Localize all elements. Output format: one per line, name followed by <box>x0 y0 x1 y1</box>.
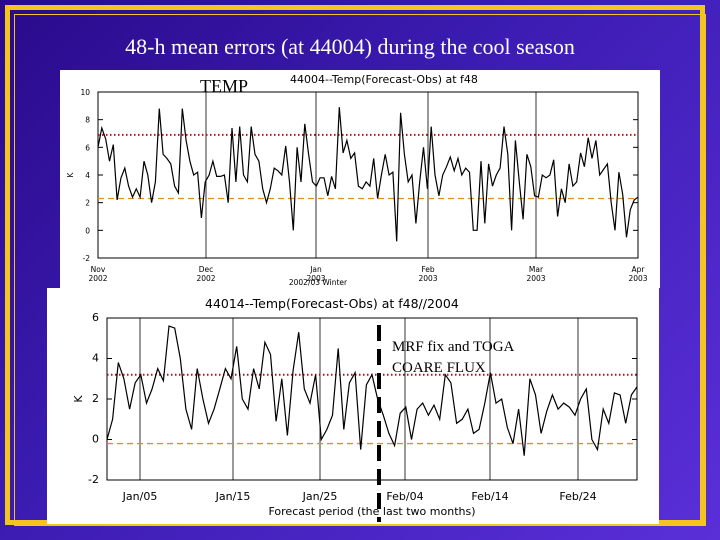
y-axis-label: K <box>66 171 75 177</box>
x-tick-label-month: Mar <box>529 265 544 274</box>
x-tick-label: Feb/24 <box>559 490 596 503</box>
x-tick-label-year: 2003 <box>418 274 437 283</box>
x-tick-label-month: Nov <box>91 265 106 274</box>
y-tick-label: 2 <box>92 392 99 405</box>
x-tick-label: Jan/25 <box>302 490 338 503</box>
x-tick-label: Jan/05 <box>122 490 158 503</box>
chart-panel-background <box>60 70 660 288</box>
y-tick-label: 6 <box>85 143 90 152</box>
chart-title: 44014--Temp(Forecast-Obs) at f48//2004 <box>205 296 459 311</box>
x-tick-label: Jan/15 <box>215 490 251 503</box>
x-tick-label-month: Feb <box>421 265 435 274</box>
annotation-text-line2: COARE FLUX <box>392 360 486 376</box>
series-line <box>106 325 638 456</box>
chart-title: 44004--Temp(Forecast-Obs) at f48 <box>290 73 478 86</box>
chart-panel-1: TEMP 44004--Temp(Forecast-Obs) at f48 -2 0 2… <box>60 70 660 288</box>
series-line <box>97 107 639 242</box>
slide-frame-inner <box>14 14 706 526</box>
y-axis-label: K <box>72 395 85 403</box>
y-tick-label: 0 <box>85 226 90 235</box>
y-tick-label: 4 <box>92 352 99 365</box>
x-axis-label: Forecast period (the last two months) <box>268 505 475 518</box>
x-tick-label: Feb/04 <box>386 490 423 503</box>
x-tick-label-month: Dec <box>199 265 214 274</box>
x-tick-label: Feb/14 <box>471 490 508 503</box>
slide-title: 48-h mean errors (at 44004) during the c… <box>125 34 575 59</box>
x-axis-label: 2002/03 Winter <box>289 278 348 287</box>
y-tick-label: 4 <box>85 171 90 180</box>
x-tick-label-month: Jan <box>309 265 322 274</box>
x-tick-label-year: 2002 <box>196 274 215 283</box>
x-tick-label-year: 2002 <box>88 274 107 283</box>
y-tick-label: 0 <box>92 433 99 446</box>
panel-label: TEMP <box>200 76 248 96</box>
x-tick-label-month: Apr <box>632 265 646 274</box>
x-tick-label-year: 2003 <box>526 274 545 283</box>
y-tick-label: -2 <box>88 473 99 486</box>
y-tick-label: 6 <box>92 311 99 324</box>
x-tick-label-year: 2003 <box>306 274 325 283</box>
annotation-text-line1: MRF fix and TOGA <box>392 339 515 355</box>
chart-panel-2: 44014--Temp(Forecast-Obs) at f48//2004 -2… <box>47 288 659 524</box>
y-tick-label: 8 <box>85 116 90 125</box>
y-tick-label: 2 <box>85 199 90 208</box>
y-tick-label: 10 <box>80 88 90 97</box>
y-tick-label: -2 <box>83 254 91 263</box>
x-tick-label-year: 2003 <box>628 274 647 283</box>
